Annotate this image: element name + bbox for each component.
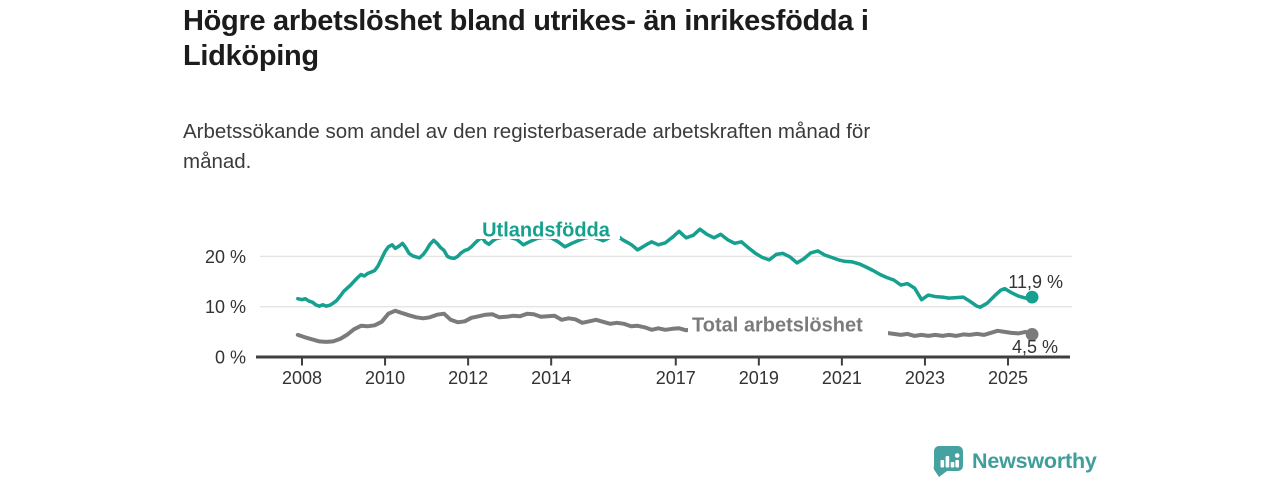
series-label: Total arbetslöshet	[692, 315, 863, 337]
x-tick-label: 2010	[365, 368, 405, 388]
x-tick-label: 2021	[822, 368, 862, 388]
series-line-utlandsfodda	[296, 227, 1034, 309]
series-label-mask	[688, 315, 888, 336]
newsworthy-logo-icon	[933, 446, 963, 477]
series-end-dot-utlandsfodda	[1025, 290, 1039, 304]
series-label: Utlandsfödda	[482, 220, 611, 242]
page-title-line1: Högre arbetslöshet bland utrikes- än inr…	[183, 5, 869, 37]
end-value-label: 11,9 %	[1008, 272, 1063, 292]
page-title: Högre arbetslöshet bland utrikes- än inr…	[183, 4, 1033, 74]
page-title-line2: Lidköping	[183, 40, 319, 72]
chart-subtitle: Arbetssökande som andel av den registerb…	[183, 117, 1033, 177]
newsworthy-logo: Newsworthy	[933, 445, 1097, 478]
series-end-dot-total	[1025, 327, 1039, 341]
x-tick-label: 2025	[988, 368, 1028, 388]
chart-subtitle-line2: månad.	[183, 150, 252, 173]
x-tick-label: 2017	[656, 368, 696, 388]
x-tick-label: 2019	[739, 368, 779, 388]
x-tick-label: 2014	[531, 368, 571, 388]
x-tick-label: 2023	[905, 368, 945, 388]
y-tick-label: 10 %	[205, 297, 246, 317]
x-tick-label: 2012	[448, 368, 488, 388]
x-tick-label: 2008	[282, 368, 322, 388]
newsworthy-wordmark: Newsworthy	[972, 449, 1097, 473]
series-label-mask	[474, 219, 620, 239]
end-value-label: 4,5 %	[1012, 337, 1058, 357]
chart-subtitle-line1: Arbetssökande som andel av den registerb…	[183, 120, 871, 143]
y-tick-label: 20 %	[205, 247, 246, 267]
y-tick-label: 0 %	[215, 348, 246, 368]
series-line-total-arbetsloshet	[295, 308, 1035, 344]
